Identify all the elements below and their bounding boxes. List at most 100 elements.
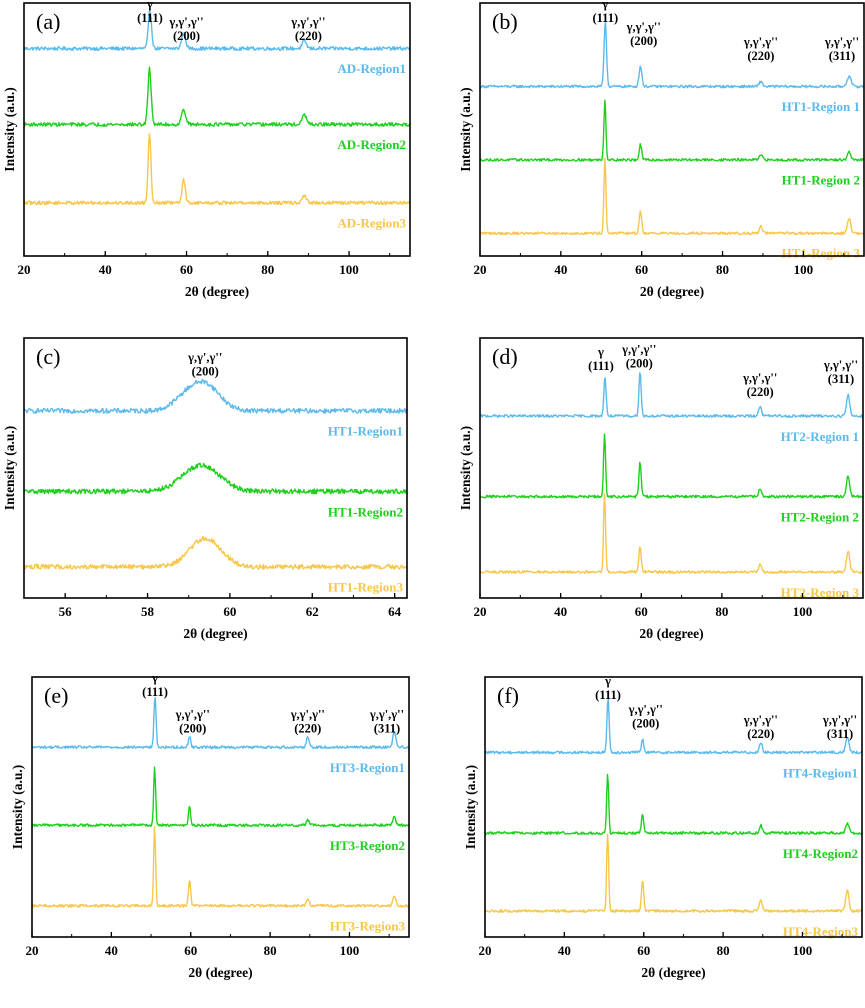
x-axis-label: 2θ (degree) — [188, 965, 252, 980]
series-line-2 — [23, 66, 411, 127]
y-axis-label: Intensity (a.u.) — [2, 426, 17, 510]
peak-index-label: (220) — [747, 385, 774, 399]
x-tick-label: 40 — [558, 943, 571, 958]
peak-index-label: (311) — [827, 727, 853, 741]
peak-phase-label: γ,γ',γ'' — [168, 15, 203, 29]
peak-phase-label: γ,γ',γ'' — [621, 343, 656, 357]
peak-phase-label: γ,γ',γ'' — [823, 358, 858, 372]
x-tick-label: 80 — [715, 604, 728, 619]
series-line-1 — [479, 21, 865, 89]
x-axis-label: 2θ (degree) — [183, 626, 247, 641]
axes-frame — [23, 2, 411, 257]
peak-phase-label: γ,γ',γ'' — [290, 15, 325, 29]
peak-index-label: (220) — [747, 727, 774, 741]
x-axis-label: 2θ (degree) — [641, 965, 705, 980]
series-label-3: HT3-Region3 — [330, 919, 406, 934]
x-tick-label: 20 — [26, 943, 39, 958]
panel-label: (b) — [492, 9, 518, 34]
series-line-3 — [479, 157, 865, 236]
x-tick-label: 20 — [18, 262, 31, 277]
x-tick-label: 80 — [717, 943, 730, 958]
x-tick-label: 40 — [99, 262, 112, 277]
peak-index-label: (111) — [588, 359, 614, 373]
y-axis-label: Intensity (a.u.) — [10, 765, 25, 849]
x-tick-label: 100 — [793, 943, 813, 958]
y-axis-label: Intensity (a.u.) — [463, 765, 478, 849]
y-axis-label: Intensity (a.u.) — [2, 87, 17, 171]
series-line-3 — [23, 133, 411, 206]
series-line-3 — [484, 833, 863, 913]
panel-label: (a) — [36, 9, 60, 34]
x-tick-label: 80 — [716, 262, 729, 277]
series-line-3 — [31, 826, 410, 908]
x-tick-label: 60 — [635, 604, 648, 619]
series-label-1: AD-Region1 — [337, 61, 406, 76]
peak-phase-label: γ — [151, 671, 158, 685]
x-tick-label: 62 — [306, 604, 319, 619]
series-label-2: AD-Region2 — [337, 137, 406, 152]
panel-label: (c) — [36, 344, 60, 369]
x-tick-label: 58 — [141, 604, 155, 619]
xrd-panel-d: HT2-Region 1 HT2-Region 2 HT2-Region 3 20 40… — [458, 337, 864, 641]
peak-phase-label: γ,γ',γ'' — [187, 350, 222, 364]
x-tick-label: 60 — [180, 262, 193, 277]
peak-phase-label: γ — [604, 674, 611, 688]
peak-phase-label: γ,γ',γ'' — [822, 713, 857, 727]
series-line-1 — [24, 378, 408, 414]
x-tick-label: 100 — [339, 262, 359, 277]
x-tick-label: 100 — [793, 604, 813, 619]
series-label-1: HT1-Region1 — [328, 424, 403, 439]
panel-label: (d) — [492, 344, 518, 369]
peak-index-label: (220) — [294, 722, 321, 736]
series-line-3 — [23, 535, 408, 570]
peak-index-label: (111) — [592, 11, 618, 25]
xrd-panel-c: HT1-Region1 HT1-Region2 HT1-Region3 56 58 60 6… — [2, 337, 408, 641]
peak-phase-label: γ,γ',γ'' — [628, 702, 663, 716]
x-tick-label: 60 — [635, 262, 648, 277]
x-tick-label: 20 — [474, 262, 487, 277]
xrd-panel-f: HT4-Region1 HT4-Region2 HT4-Region3 20 40 60 8… — [463, 674, 863, 980]
x-tick-label: 80 — [264, 943, 277, 958]
peak-phase-label: γ,γ',γ'' — [175, 708, 210, 722]
peak-index-label: (200) — [173, 29, 200, 43]
peak-index-label: (200) — [192, 364, 219, 378]
series-label-3: HT4-Region3 — [783, 924, 859, 939]
peak-phase-label: γ,γ',γ'' — [626, 20, 661, 34]
xrd-panel-e: HT3-Region1 HT3-Region2 HT3-Region3 20 40 60 8… — [10, 671, 410, 980]
x-tick-label: 100 — [340, 943, 360, 958]
series-label-2: HT3-Region2 — [330, 838, 405, 853]
series-line-2 — [479, 433, 864, 499]
peak-phase-label: γ,γ',γ'' — [290, 708, 325, 722]
peak-index-label: (111) — [137, 11, 163, 25]
peak-index-label: (311) — [374, 722, 400, 736]
series-label-2: HT1-Region 2 — [782, 172, 860, 187]
peak-index-label: (200) — [179, 722, 206, 736]
peak-phase-label: γ,γ',γ'' — [742, 371, 777, 385]
series-label-1: HT1-Region 1 — [782, 99, 860, 114]
x-tick-label: 56 — [59, 604, 73, 619]
axes-frame — [31, 676, 410, 938]
peak-index-label: (220) — [747, 49, 774, 63]
series-line-2 — [479, 99, 865, 162]
peak-index-label: (111) — [142, 685, 168, 699]
x-tick-label: 64 — [388, 604, 402, 619]
series-label-3: HT1-Region3 — [328, 580, 404, 595]
series-line-2 — [23, 462, 408, 495]
peak-index-label: (111) — [595, 688, 621, 702]
peak-index-label: (200) — [626, 357, 653, 371]
series-label-3: AD-Region3 — [337, 215, 406, 230]
axes-frame — [484, 676, 863, 938]
series-label-2: HT1-Region2 — [328, 504, 403, 519]
x-tick-label: 40 — [554, 262, 567, 277]
series-line-2 — [484, 773, 863, 835]
peak-index-label: (200) — [630, 34, 657, 48]
peak-index-label: (311) — [829, 49, 855, 63]
series-label-1: HT3-Region1 — [330, 760, 405, 775]
x-tick-label: 60 — [637, 943, 650, 958]
y-axis-label: Intensity (a.u.) — [458, 87, 473, 171]
series-line-1 — [31, 697, 410, 750]
panel-label: (e) — [44, 683, 68, 708]
x-tick-label: 80 — [261, 262, 274, 277]
peak-phase-label: γ,γ',γ'' — [743, 713, 778, 727]
